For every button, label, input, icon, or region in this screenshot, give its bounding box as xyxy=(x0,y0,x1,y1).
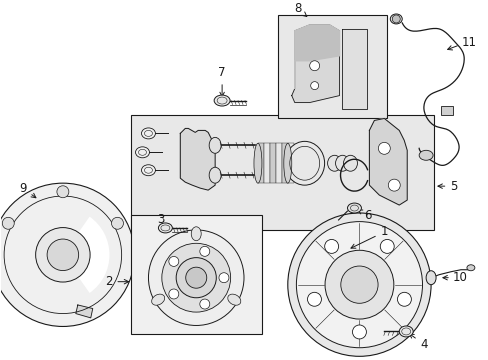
Polygon shape xyxy=(368,118,407,205)
Text: 11: 11 xyxy=(461,36,476,49)
Bar xyxy=(130,215,262,334)
Circle shape xyxy=(310,82,318,90)
Ellipse shape xyxy=(135,147,149,158)
Wedge shape xyxy=(63,217,109,293)
Bar xyxy=(277,15,386,118)
Circle shape xyxy=(111,217,123,229)
Circle shape xyxy=(176,258,216,298)
Polygon shape xyxy=(341,29,366,108)
Circle shape xyxy=(325,250,393,319)
Bar xyxy=(264,143,269,183)
Polygon shape xyxy=(76,305,93,318)
Circle shape xyxy=(36,228,90,282)
Circle shape xyxy=(296,222,422,348)
Circle shape xyxy=(168,256,179,266)
Polygon shape xyxy=(294,25,339,89)
Ellipse shape xyxy=(283,143,291,183)
Circle shape xyxy=(162,243,230,312)
Ellipse shape xyxy=(343,155,357,171)
Polygon shape xyxy=(180,129,215,190)
Text: 6: 6 xyxy=(357,208,370,221)
Text: 2: 2 xyxy=(105,275,128,288)
Ellipse shape xyxy=(227,294,240,305)
Circle shape xyxy=(219,273,228,283)
Ellipse shape xyxy=(425,271,435,285)
Text: 5: 5 xyxy=(437,180,457,193)
Ellipse shape xyxy=(327,155,341,171)
Ellipse shape xyxy=(209,167,221,183)
Text: 1: 1 xyxy=(350,225,387,248)
Bar xyxy=(269,143,275,183)
Circle shape xyxy=(185,267,206,288)
Circle shape xyxy=(47,239,79,271)
Ellipse shape xyxy=(141,165,155,176)
Bar xyxy=(287,143,293,183)
Circle shape xyxy=(378,142,389,154)
Circle shape xyxy=(387,179,400,191)
Circle shape xyxy=(380,239,393,253)
Bar xyxy=(281,143,287,183)
Circle shape xyxy=(0,183,134,327)
Circle shape xyxy=(309,61,319,71)
Circle shape xyxy=(200,246,209,256)
Circle shape xyxy=(2,217,14,229)
Ellipse shape xyxy=(158,223,172,233)
Circle shape xyxy=(287,213,430,356)
Text: 4: 4 xyxy=(408,334,427,351)
Circle shape xyxy=(391,15,400,23)
Text: 3: 3 xyxy=(156,213,164,232)
Ellipse shape xyxy=(191,227,201,241)
Circle shape xyxy=(57,186,69,198)
Ellipse shape xyxy=(141,128,155,139)
Ellipse shape xyxy=(335,155,349,171)
Ellipse shape xyxy=(466,265,474,271)
Circle shape xyxy=(397,292,410,306)
Text: 8: 8 xyxy=(293,3,306,17)
Circle shape xyxy=(324,239,338,253)
Circle shape xyxy=(340,266,377,303)
Circle shape xyxy=(168,289,179,299)
Polygon shape xyxy=(291,25,339,103)
Ellipse shape xyxy=(418,150,432,160)
Ellipse shape xyxy=(347,203,361,213)
Circle shape xyxy=(200,299,209,309)
Bar xyxy=(275,143,281,183)
Text: 7: 7 xyxy=(218,66,225,97)
Circle shape xyxy=(307,292,321,306)
Ellipse shape xyxy=(214,95,229,106)
Text: 10: 10 xyxy=(452,271,467,284)
Ellipse shape xyxy=(398,326,412,337)
Ellipse shape xyxy=(389,14,402,24)
Ellipse shape xyxy=(151,294,164,305)
Bar xyxy=(130,116,433,230)
Circle shape xyxy=(352,325,366,339)
Bar xyxy=(257,143,264,183)
Text: 9: 9 xyxy=(20,182,36,198)
Ellipse shape xyxy=(209,138,221,153)
Circle shape xyxy=(148,230,244,325)
Ellipse shape xyxy=(284,141,324,185)
Bar xyxy=(440,105,452,116)
Ellipse shape xyxy=(253,143,262,183)
